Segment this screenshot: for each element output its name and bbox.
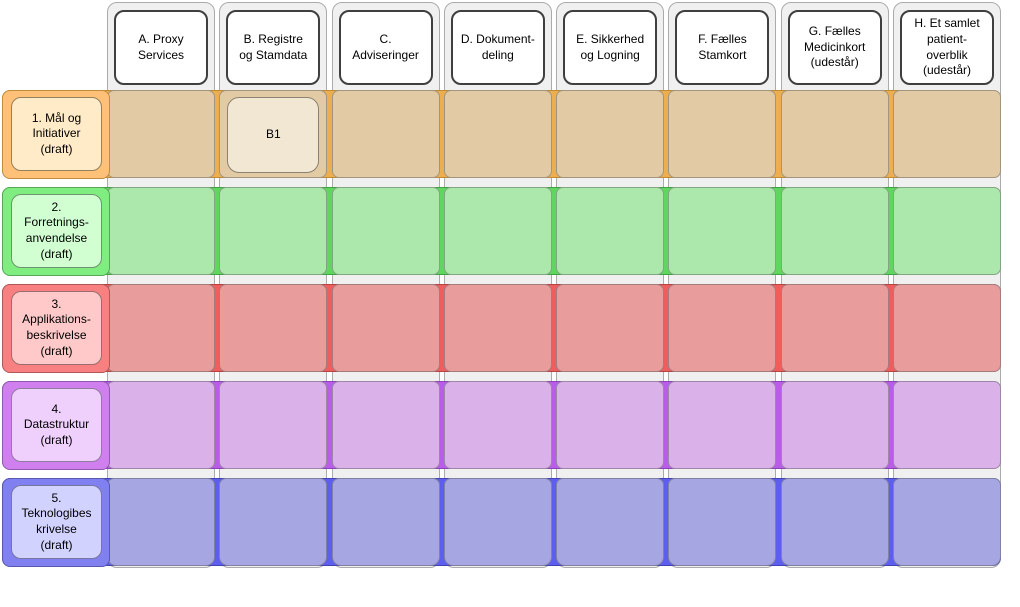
matrix-cell-H4 [893,381,1001,469]
matrix-cell-E2 [556,187,665,275]
matrix-cell-D3 [443,284,552,372]
row-label-2[interactable]: 2. Forretnings- anvendelse (draft) [11,194,102,268]
matrix-cell-D2 [443,187,552,275]
matrix-cell-B4 [219,381,328,469]
matrix-cell-C3 [331,284,440,372]
matrix-cell-D5 [443,478,552,566]
matrix-cell-A4 [107,381,215,469]
matrix-cell-D4 [443,381,552,469]
column-header-H[interactable]: H. Et samlet patient- overblik (udestår) [900,10,994,85]
matrix-cell-C4 [331,381,440,469]
matrix-cell-H1 [893,90,1001,178]
row-label-5[interactable]: 5. Teknologibes krivelse (draft) [11,485,102,559]
matrix-cell-B2 [219,187,328,275]
matrix-cell-F3 [668,284,777,372]
column-header-F[interactable]: F. Fælles Stamkort [675,10,770,85]
matrix-cell-G1 [780,90,889,178]
matrix-cell-G2 [780,187,889,275]
matrix-cell-B5 [219,478,328,566]
matrix-cell-G5 [780,478,889,566]
matrix-cell-F2 [668,187,777,275]
matrix-cell-E4 [556,381,665,469]
matrix-cell-E3 [556,284,665,372]
matrix-cell-C2 [331,187,440,275]
matrix-cell-H3 [893,284,1001,372]
matrix-cell-A5 [107,478,215,566]
column-header-E[interactable]: E. Sikkerhed og Logning [563,10,658,85]
row-label-4[interactable]: 4. Datastruktur (draft) [11,388,102,462]
matrix-cell-H2 [893,187,1001,275]
matrix-cell-D1 [443,90,552,178]
matrix-cell-F5 [668,478,777,566]
matrix-cell-F4 [668,381,777,469]
matrix-cell-C1 [331,90,440,178]
row-label-1[interactable]: 1. Mål og Initiativer (draft) [11,97,102,171]
column-header-B[interactable]: B. Registre og Stamdata [226,10,321,85]
matrix-cell-E1 [556,90,665,178]
matrix-cell-F1 [668,90,777,178]
node-B1[interactable]: B1 [227,97,320,173]
matrix-cell-A2 [107,187,215,275]
matrix-cell-G3 [780,284,889,372]
matrix-cell-A1 [107,90,215,178]
column-header-G[interactable]: G. Fælles Medicinkort (udestår) [787,10,882,85]
row-label-3[interactable]: 3. Applikations- beskrivelse (draft) [11,291,102,365]
matrix-cell-H5 [893,478,1001,566]
matrix-cell-B3 [219,284,328,372]
column-header-C[interactable]: C. Adviseringer [338,10,433,85]
matrix-cell-E5 [556,478,665,566]
matrix-cell-C5 [331,478,440,566]
matrix-cell-G4 [780,381,889,469]
column-header-A[interactable]: A. Proxy Services [114,10,208,85]
matrix-cell-A3 [107,284,215,372]
column-header-D[interactable]: D. Dokument- deling [450,10,545,85]
